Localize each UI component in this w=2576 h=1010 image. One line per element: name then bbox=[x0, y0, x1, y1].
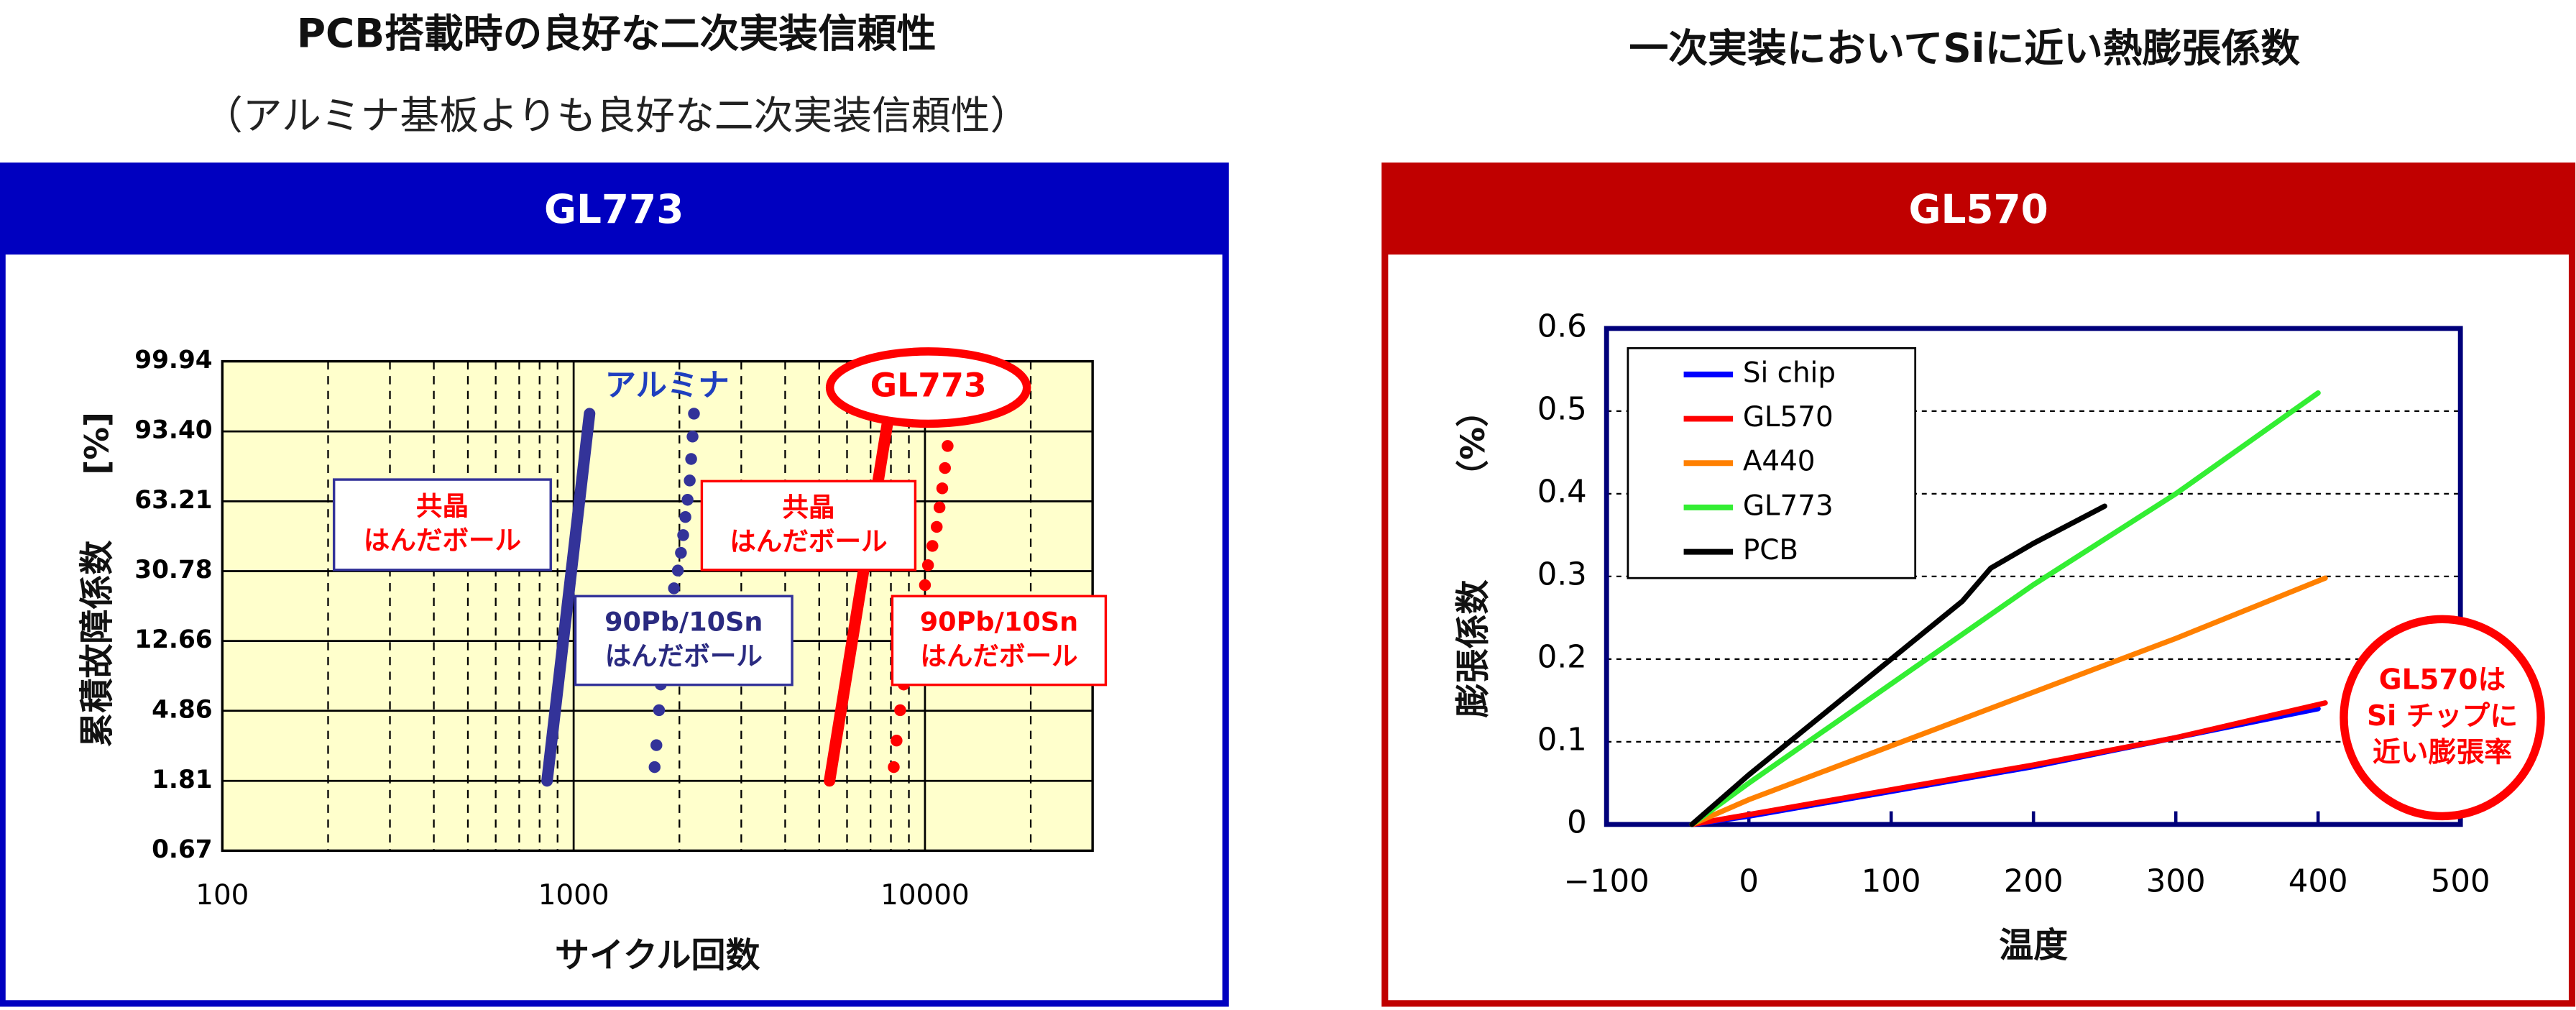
annotation-circle bbox=[2340, 615, 2545, 821]
x-tick-label: 0 bbox=[1739, 864, 1759, 900]
annotation-text: はんだボール bbox=[730, 525, 887, 556]
y-tick-label: 0.6 bbox=[1537, 308, 1587, 344]
y-tick-label: 30.78 bbox=[134, 556, 212, 584]
data-point bbox=[668, 582, 680, 594]
y-tick-label: 12.66 bbox=[134, 625, 212, 654]
data-point bbox=[894, 704, 906, 717]
annotation-text: はんだボール bbox=[920, 641, 1077, 671]
annotation-text: 90Pb/10Sn bbox=[604, 607, 763, 638]
y-axis-label: 累積故障係数 bbox=[77, 541, 117, 748]
y-tick-label: 0.67 bbox=[152, 835, 213, 864]
legend-label: A440 bbox=[1743, 446, 1816, 478]
x-tick-label: 500 bbox=[2431, 864, 2490, 900]
data-point bbox=[685, 453, 697, 465]
chart-subtitle: （アルミナ基板よりも良好な二次実装信頼性） bbox=[203, 93, 1029, 139]
data-point bbox=[931, 520, 943, 533]
data-point bbox=[684, 474, 696, 487]
legend-label: GL570 bbox=[1743, 401, 1834, 433]
data-point bbox=[942, 440, 954, 452]
y-tick-label: 0.2 bbox=[1537, 639, 1587, 675]
annotation-box bbox=[891, 594, 1108, 687]
y-tick-label: 1.81 bbox=[152, 766, 213, 794]
y-axis-label: 膨張係数 bbox=[1453, 579, 1493, 717]
data-line bbox=[824, 413, 894, 787]
x-tick-label: 100 bbox=[196, 879, 249, 912]
data-line bbox=[1689, 390, 2321, 827]
x-tick-label: 10000 bbox=[880, 879, 970, 912]
legend-box bbox=[1627, 346, 1917, 579]
data-point bbox=[679, 510, 691, 523]
chart-title: 一次実装においてSiに近い熱膨張係数 bbox=[1629, 25, 2300, 71]
plot-frame bbox=[1604, 326, 2463, 827]
y-tick-label: 0.1 bbox=[1537, 722, 1587, 758]
legend-label: GL773 bbox=[1743, 490, 1834, 522]
y-tick-label: 0.3 bbox=[1537, 556, 1587, 592]
chart-title: PCB搭載時の良好な二次実装信頼性 bbox=[297, 10, 937, 56]
panel-label: GL570 bbox=[1908, 186, 2048, 232]
panel-header bbox=[1384, 165, 2572, 255]
y-tick-label: 0 bbox=[1567, 804, 1587, 840]
x-tick-label: 1000 bbox=[538, 879, 610, 912]
data-point bbox=[939, 462, 951, 474]
data-point bbox=[688, 408, 700, 420]
x-axis-label: サイクル回数 bbox=[555, 935, 760, 975]
data-point bbox=[921, 559, 934, 571]
annotation-box bbox=[332, 478, 552, 571]
data-point bbox=[686, 431, 699, 443]
data-line bbox=[541, 408, 596, 787]
data-point bbox=[677, 529, 689, 541]
data-line bbox=[1689, 503, 2107, 827]
annotation-ellipse bbox=[825, 347, 1031, 428]
annotation-text: アルミナ bbox=[605, 368, 730, 404]
annotation-text: 共晶 bbox=[416, 491, 469, 522]
y-tick-label: 93.40 bbox=[134, 416, 212, 445]
data-line bbox=[1689, 700, 2328, 827]
panel-label: GL773 bbox=[544, 186, 684, 232]
data-point bbox=[936, 482, 949, 495]
annotation-text: はんだボール bbox=[605, 641, 763, 671]
panel-header bbox=[2, 165, 1226, 255]
annotation-text: Si チップに bbox=[2367, 700, 2518, 733]
annotation-text: 90Pb/10Sn bbox=[920, 607, 1078, 638]
data-point bbox=[650, 739, 663, 751]
x-tick-label: 400 bbox=[2288, 864, 2348, 900]
annotation-box bbox=[700, 479, 917, 571]
x-tick-label: −100 bbox=[1564, 864, 1650, 900]
annotation-text: 近い膨張率 bbox=[2373, 736, 2512, 768]
annotation-text: GL570は bbox=[2379, 664, 2506, 696]
legend-label: PCB bbox=[1743, 534, 1798, 566]
legend-label: Si chip bbox=[1743, 357, 1836, 389]
data-point bbox=[675, 546, 687, 559]
x-tick-label: 300 bbox=[2146, 864, 2206, 900]
data-point bbox=[681, 494, 694, 506]
data-line bbox=[1689, 575, 2328, 827]
x-tick-label: 200 bbox=[2004, 864, 2064, 900]
data-point bbox=[926, 540, 939, 552]
annotation-text: はんだボール bbox=[364, 525, 521, 556]
data-point bbox=[891, 734, 903, 747]
data-point bbox=[671, 564, 684, 577]
data-point bbox=[933, 501, 946, 514]
y-axis-unit: [%] bbox=[78, 412, 116, 475]
y-tick-label: 0.5 bbox=[1537, 391, 1587, 427]
data-point bbox=[919, 579, 932, 592]
annotation-text: 共晶 bbox=[782, 492, 834, 523]
y-tick-label: 0.4 bbox=[1537, 474, 1587, 510]
annotation-text: GL773 bbox=[870, 367, 987, 405]
data-point bbox=[653, 704, 666, 717]
y-tick-label: 63.21 bbox=[134, 486, 212, 515]
y-tick-label: 4.86 bbox=[152, 695, 213, 724]
y-tick-label: 99.94 bbox=[134, 346, 212, 375]
x-axis-label: 温度 bbox=[1999, 925, 2068, 965]
y-axis-unit: （%） bbox=[1454, 394, 1492, 492]
data-point bbox=[888, 761, 900, 773]
x-tick-label: 100 bbox=[1862, 864, 1921, 900]
annotation-box bbox=[574, 594, 794, 687]
data-point bbox=[648, 761, 661, 773]
